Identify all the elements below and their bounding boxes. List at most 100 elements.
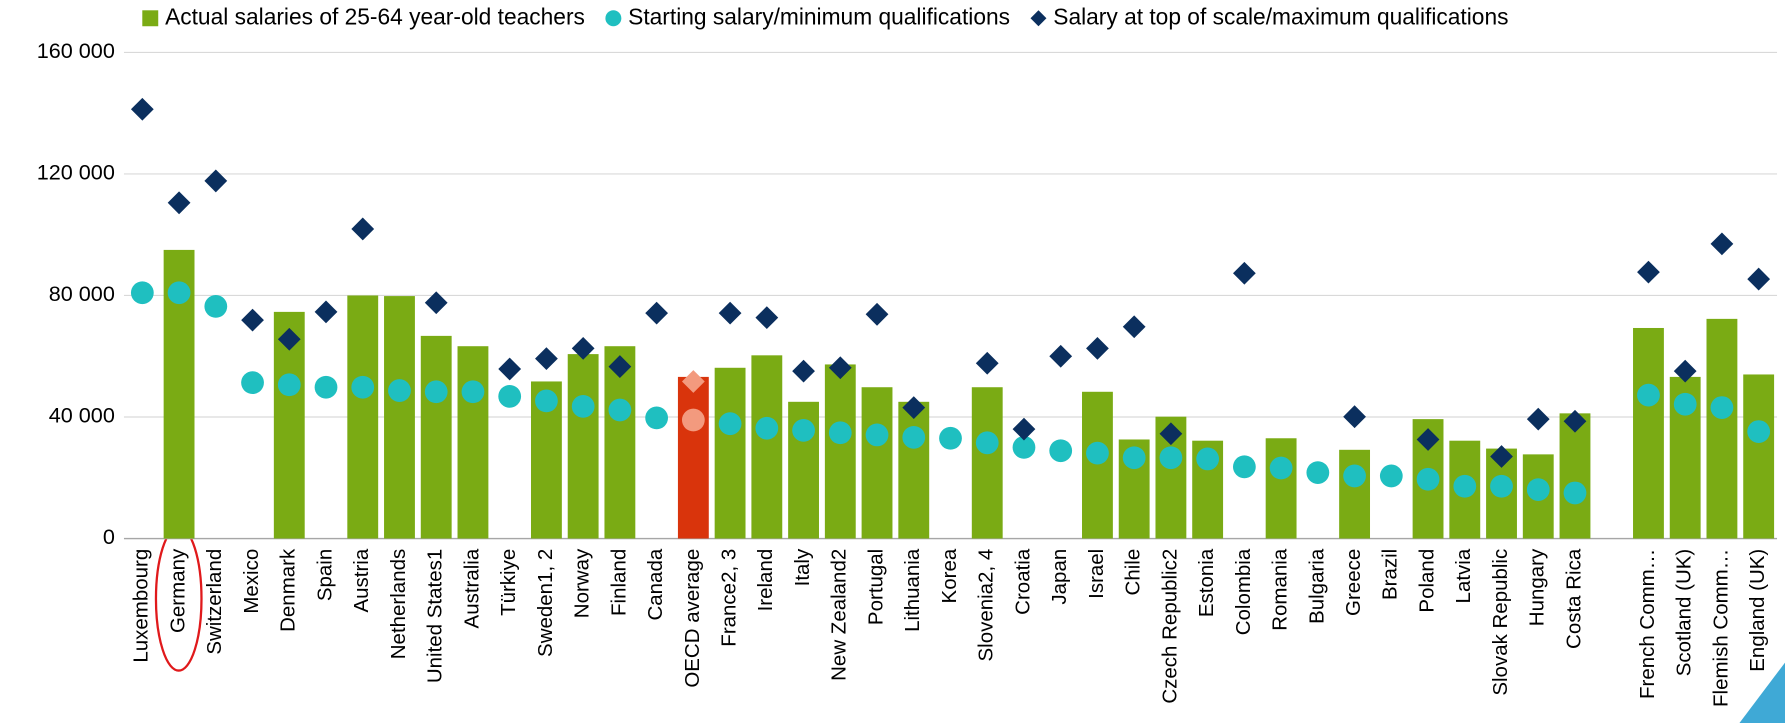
x-tick-label: Türkiye (497, 549, 520, 616)
start-salary-dot (388, 379, 411, 402)
start-salary-dot (351, 375, 375, 399)
start-salary-dot (241, 371, 264, 395)
x-tick-label: Mexico (240, 549, 263, 614)
start-salary-dot (645, 406, 669, 430)
x-tick-label: Luxembourg (130, 549, 153, 663)
bar (898, 401, 930, 539)
bar (751, 355, 783, 539)
top-salary-diamond (167, 191, 191, 215)
x-tick-label: Israel (1085, 549, 1108, 599)
x-tick-label: Norway (571, 548, 594, 618)
legend-swatch (142, 10, 159, 27)
start-salary-dot (681, 408, 705, 432)
start-salary-dot (1122, 446, 1146, 470)
x-tick-label: Costa Rica (1562, 548, 1585, 649)
top-salary-diamond (1637, 260, 1660, 284)
bar (1706, 318, 1738, 539)
top-salary-diamond (1710, 232, 1734, 256)
top-salary-diamond (1232, 261, 1256, 285)
x-tick-label: Colombia (1232, 548, 1255, 635)
bar (420, 335, 452, 539)
start-salary-dot (939, 426, 962, 450)
y-tick-label: 0 (103, 524, 115, 549)
legend-swatch (1030, 10, 1047, 27)
top-salary-diamond (204, 169, 228, 193)
x-tick-label: Chile (1122, 549, 1145, 596)
y-tick-label: 40 000 (49, 403, 115, 428)
x-tick-label: Scotland (UK) (1673, 549, 1696, 677)
top-salary-diamond (1122, 315, 1146, 339)
start-salary-dot (1086, 441, 1109, 465)
top-salary-diamond (681, 370, 705, 393)
start-salary-dot (975, 431, 999, 455)
x-tick-label: Japan (1048, 549, 1071, 605)
top-salary-diamond (1086, 336, 1109, 360)
x-tick-label: Poland (1415, 549, 1438, 613)
bar (714, 367, 746, 539)
bar (861, 387, 893, 539)
x-tick-label: Croatia (1011, 548, 1034, 615)
start-salary-dot (1673, 392, 1697, 416)
start-salary-dot (314, 375, 338, 399)
legend-label: Actual salaries of 25-64 year-old teache… (165, 3, 585, 29)
x-tick-label: Estonia (1195, 548, 1218, 617)
top-salary-diamond (424, 291, 448, 315)
start-salary-dot (498, 384, 522, 408)
x-tick-label: Korea (938, 548, 961, 603)
bar (347, 295, 379, 539)
top-salary-diamond (130, 97, 154, 121)
bar (677, 376, 709, 539)
start-salary-dot (1343, 464, 1366, 488)
top-salary-diamond (241, 308, 264, 332)
start-salary-dot (1306, 461, 1330, 484)
legend-label: Starting salary/minimum qualifications (628, 3, 1010, 29)
top-salary-diamond (645, 301, 669, 325)
start-salary-dot (1490, 474, 1513, 498)
start-salary-dot (1747, 420, 1771, 443)
top-salary-diamond (755, 306, 779, 330)
start-salary-dot (1563, 481, 1587, 505)
x-tick-label: Finland (607, 549, 630, 616)
x-tick-label: Czech Republic2 (1158, 549, 1181, 704)
start-salary-dot (1159, 446, 1183, 470)
x-tick-label: Greece (1342, 549, 1365, 616)
x-tick-label: Lithuania (901, 548, 924, 632)
legend-swatch (605, 10, 622, 27)
x-tick-label: French Comm… (1636, 549, 1659, 699)
start-salary-dot (1269, 456, 1293, 480)
bar (824, 364, 856, 539)
top-salary-diamond (1747, 267, 1771, 291)
start-salary-dot (1416, 467, 1440, 491)
x-tick-label: New Zealand2 (828, 549, 851, 681)
top-salary-diamond (351, 217, 375, 241)
x-tick-label: England (UK) (1746, 549, 1769, 672)
start-salary-dot (902, 425, 926, 449)
bar (1559, 413, 1591, 539)
top-salary-diamond (792, 359, 815, 383)
bar (567, 354, 599, 539)
top-salary-diamond (1049, 344, 1073, 368)
start-salary-dot (718, 412, 742, 436)
top-salary-diamond (498, 357, 522, 381)
top-salary-diamond (314, 300, 338, 324)
start-salary-dot (1049, 439, 1073, 463)
top-salary-diamond (277, 327, 301, 351)
start-salary-dot (461, 380, 485, 404)
x-tick-label: United States1 (424, 549, 447, 683)
x-tick-label: Italy (791, 548, 814, 586)
start-salary-dot (1196, 447, 1220, 471)
top-salary-diamond (535, 347, 558, 371)
start-salary-dot (792, 418, 815, 442)
x-tick-label: France2, 3 (717, 549, 740, 647)
top-salary-diamond (1012, 417, 1036, 441)
start-salary-dot (828, 421, 852, 445)
start-salary-dot (1012, 435, 1036, 459)
start-salary-dot (1453, 474, 1477, 498)
bar (1633, 327, 1664, 539)
start-salary-dot (865, 423, 889, 447)
x-tick-label: Slovak Republic (1489, 549, 1512, 696)
y-tick-label: 160 000 (37, 38, 115, 63)
x-tick-label: Bulgaria (1305, 548, 1328, 624)
x-tick-label: Austria (350, 548, 373, 612)
